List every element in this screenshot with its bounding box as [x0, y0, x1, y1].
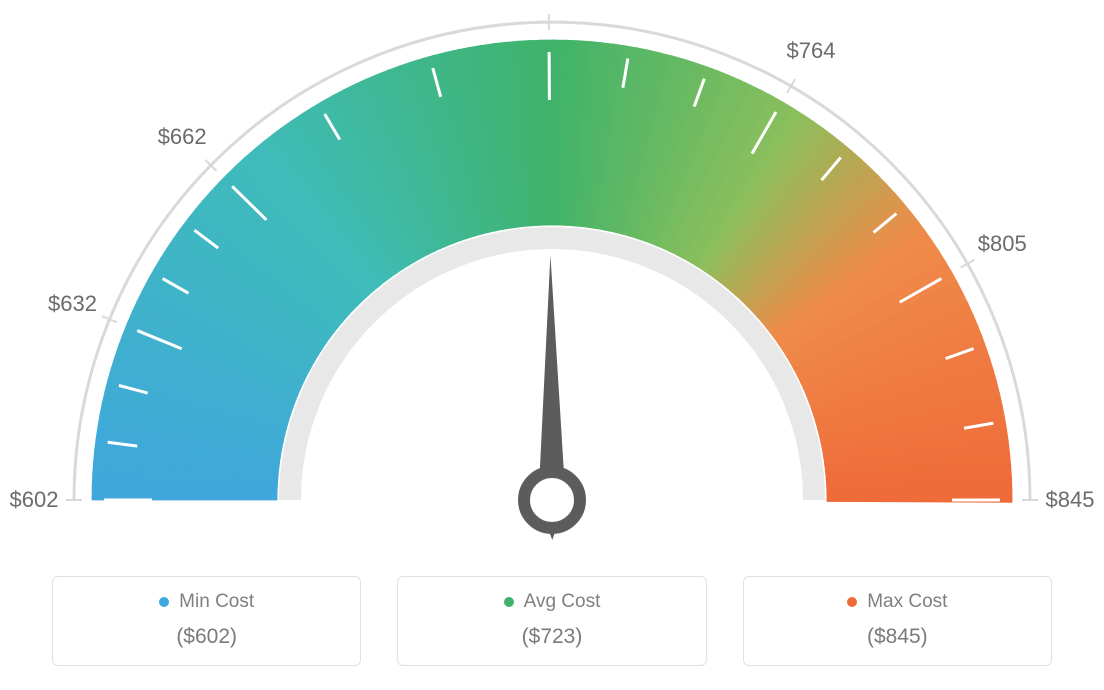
tick-label: $632 — [48, 291, 97, 317]
tick-label: $602 — [10, 487, 59, 513]
legend-max-label: Max Cost — [867, 591, 947, 613]
legend-min: Min Cost ($602) — [52, 576, 361, 666]
legend-max-value: ($845) — [752, 625, 1043, 649]
cost-gauge: $602$632$662$723$764$805$845 — [0, 0, 1104, 560]
tick-label: $764 — [787, 38, 836, 64]
legend-row: Min Cost ($602) Avg Cost ($723) Max Cost… — [52, 576, 1052, 666]
legend-min-value: ($602) — [61, 625, 352, 649]
tick-label: $662 — [158, 124, 207, 150]
gauge-hub — [524, 472, 580, 528]
gauge-svg — [0, 0, 1104, 560]
tick-label: $805 — [978, 231, 1027, 257]
legend-min-label: Min Cost — [179, 591, 254, 613]
legend-avg-label: Avg Cost — [524, 591, 601, 613]
legend-max-dot — [847, 597, 857, 607]
tick-label: $845 — [1046, 487, 1095, 513]
legend-avg: Avg Cost ($723) — [397, 576, 706, 666]
legend-max: Max Cost ($845) — [743, 576, 1052, 666]
legend-max-title: Max Cost — [847, 591, 947, 613]
legend-min-dot — [159, 597, 169, 607]
legend-avg-value: ($723) — [406, 625, 697, 649]
legend-min-title: Min Cost — [159, 591, 254, 613]
legend-avg-dot — [504, 597, 514, 607]
legend-avg-title: Avg Cost — [504, 591, 601, 613]
